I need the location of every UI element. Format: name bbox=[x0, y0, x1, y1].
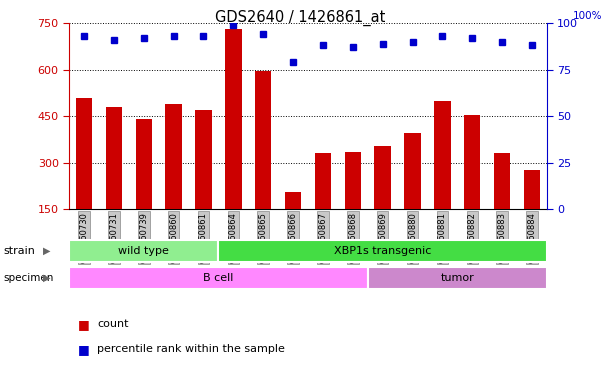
Text: specimen: specimen bbox=[3, 273, 53, 283]
Bar bbox=[404, 133, 421, 209]
Bar bbox=[374, 146, 391, 209]
Bar bbox=[76, 98, 93, 209]
Bar bbox=[344, 152, 361, 209]
Bar bbox=[255, 71, 272, 209]
Bar bbox=[368, 267, 547, 289]
Text: wild type: wild type bbox=[118, 246, 169, 256]
Bar bbox=[494, 154, 510, 209]
Bar bbox=[464, 114, 480, 209]
Text: B cell: B cell bbox=[203, 273, 234, 283]
Text: XBP1s transgenic: XBP1s transgenic bbox=[334, 246, 432, 256]
Text: GDS2640 / 1426861_at: GDS2640 / 1426861_at bbox=[215, 10, 386, 26]
Text: count: count bbox=[97, 319, 129, 329]
Bar bbox=[165, 104, 182, 209]
Text: 100%: 100% bbox=[573, 11, 601, 21]
Text: tumor: tumor bbox=[441, 273, 474, 283]
Bar bbox=[69, 267, 368, 289]
Text: strain: strain bbox=[3, 246, 35, 256]
Text: ■: ■ bbox=[78, 318, 90, 331]
Bar bbox=[523, 170, 540, 209]
Bar bbox=[315, 154, 331, 209]
Bar bbox=[195, 110, 212, 209]
Text: percentile rank within the sample: percentile rank within the sample bbox=[97, 344, 285, 354]
Text: ■: ■ bbox=[78, 343, 90, 356]
Bar bbox=[69, 240, 218, 262]
Bar bbox=[106, 107, 122, 209]
Text: ▶: ▶ bbox=[43, 246, 50, 256]
Text: ▶: ▶ bbox=[43, 273, 50, 283]
Bar bbox=[434, 101, 451, 209]
Bar bbox=[218, 240, 547, 262]
Bar bbox=[225, 29, 242, 209]
Bar bbox=[285, 192, 301, 209]
Bar bbox=[136, 119, 152, 209]
